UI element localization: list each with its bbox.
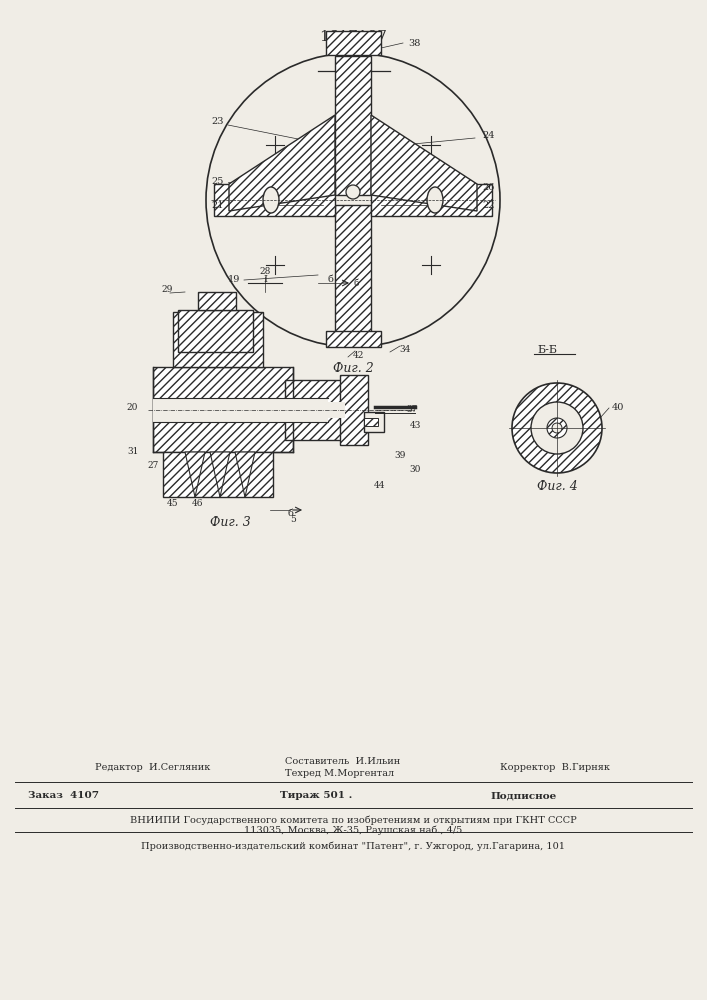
Text: I: I	[263, 275, 267, 284]
Polygon shape	[185, 452, 205, 497]
Text: Фиг. 4: Фиг. 4	[537, 480, 578, 492]
Bar	[285, 380, 345, 440]
Text: Редактор  И.Сегляник: Редактор И.Сегляник	[95, 762, 211, 772]
Text: 19: 19	[228, 275, 240, 284]
Circle shape	[531, 402, 583, 454]
Text: 29: 29	[161, 286, 173, 294]
Text: 25: 25	[211, 178, 223, 186]
Ellipse shape	[263, 187, 279, 213]
Text: б: б	[354, 278, 358, 288]
Text: Корректор  В.Гирняк: Корректор В.Гирняк	[500, 762, 610, 772]
Bar	[285, 402, 345, 418]
Text: 44: 44	[374, 481, 386, 489]
Bar	[153, 398, 328, 422]
Text: 37: 37	[407, 406, 418, 414]
Text: 43: 43	[409, 420, 421, 430]
Circle shape	[512, 383, 602, 473]
Text: 45: 45	[167, 498, 179, 508]
Text: 113035, Москва, Ж-35, Раушская наб., 4/5: 113035, Москва, Ж-35, Раушская наб., 4/5	[244, 825, 462, 835]
Bar	[173, 312, 263, 367]
Circle shape	[552, 423, 562, 433]
Bar	[335, 205, 371, 342]
Text: 30: 30	[409, 466, 421, 475]
Bar	[340, 375, 368, 445]
Text: 39: 39	[395, 450, 406, 460]
Text: Фиг. 2: Фиг. 2	[332, 362, 373, 375]
Text: А – А: А – А	[339, 62, 368, 72]
Circle shape	[206, 53, 500, 347]
Text: 24: 24	[482, 130, 494, 139]
Text: ВНИИПИ Государственного комитета по изобретениям и открытиям при ГКНТ СССР: ВНИИПИ Государственного комитета по изоб…	[129, 815, 576, 825]
Text: 26: 26	[482, 184, 494, 192]
Polygon shape	[235, 452, 255, 497]
Text: Составитель  И.Ильин: Составитель И.Ильин	[285, 758, 400, 766]
Text: 40: 40	[612, 403, 624, 412]
Bar	[214, 184, 335, 216]
Text: 46: 46	[192, 498, 203, 508]
Text: Техред М.Моргентал: Техред М.Моргентал	[285, 770, 394, 778]
Text: 22: 22	[482, 200, 494, 210]
Text: 23: 23	[211, 117, 223, 126]
Text: 28: 28	[259, 267, 271, 276]
Text: 5: 5	[290, 516, 296, 524]
Text: б: б	[287, 508, 293, 518]
Bar	[335, 56, 371, 195]
Text: Тираж 501 .: Тираж 501 .	[280, 792, 352, 800]
Circle shape	[346, 185, 360, 199]
Ellipse shape	[427, 187, 443, 213]
Bar	[198, 292, 236, 310]
Bar	[163, 452, 273, 497]
Bar	[364, 418, 378, 426]
Circle shape	[547, 418, 567, 438]
Polygon shape	[229, 115, 335, 211]
Text: Б-Б: Б-Б	[537, 345, 557, 355]
Bar	[364, 412, 384, 432]
Bar	[325, 331, 380, 347]
Text: 38: 38	[408, 38, 421, 47]
Text: 42: 42	[352, 351, 363, 360]
Text: Производственно-издательский комбинат "Патент", г. Ужгород, ул.Гагарина, 101: Производственно-издательский комбинат "П…	[141, 841, 565, 851]
Text: Заказ  4107: Заказ 4107	[28, 792, 99, 800]
Text: 34: 34	[399, 344, 411, 354]
Text: Подписное: Подписное	[490, 792, 556, 800]
Bar	[178, 310, 253, 352]
Text: 21: 21	[211, 200, 223, 210]
Polygon shape	[371, 115, 477, 211]
Bar	[371, 184, 492, 216]
Text: 1617187: 1617187	[319, 30, 387, 44]
Text: 31: 31	[127, 448, 139, 456]
Text: 20: 20	[127, 403, 138, 412]
Polygon shape	[210, 452, 230, 497]
Text: 27: 27	[147, 460, 158, 470]
Text: б: б	[327, 275, 333, 284]
Bar	[325, 31, 380, 55]
Bar	[153, 367, 293, 452]
Text: Фиг. 3: Фиг. 3	[209, 516, 250, 530]
